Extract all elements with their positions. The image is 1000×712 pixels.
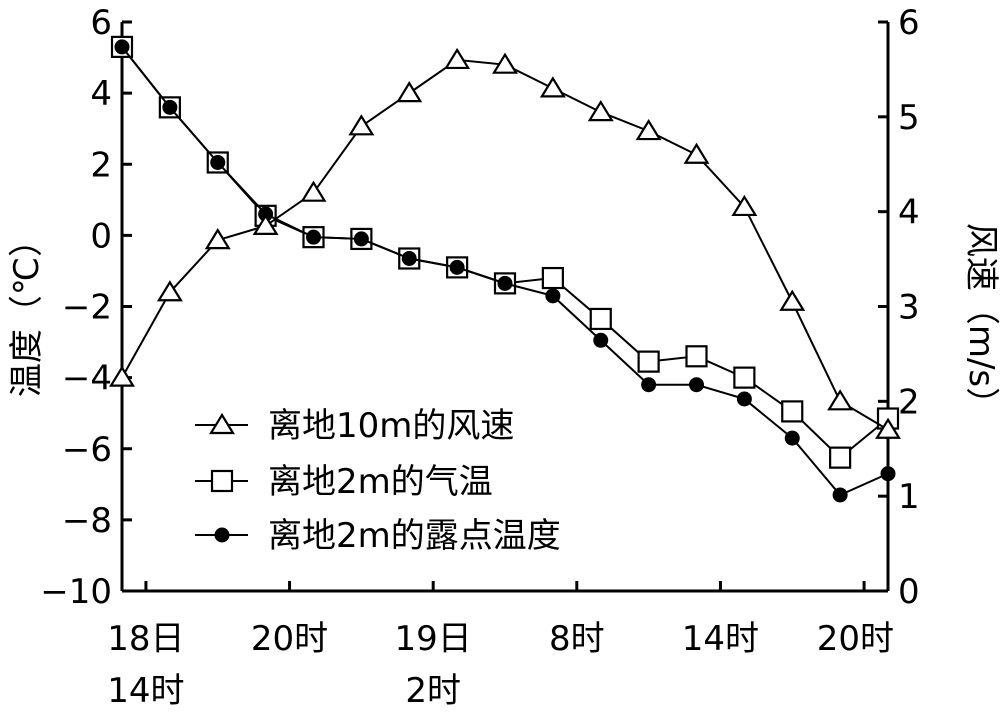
triangle-marker — [209, 412, 235, 435]
x-tick-label: 2时 — [405, 671, 461, 711]
right-tick-label: 5 — [898, 98, 920, 138]
left-tick-label: −2 — [62, 288, 112, 328]
series-line-triangle — [121, 58, 889, 431]
left-tick-label: −4 — [62, 359, 112, 399]
x-tick-label: 19日 — [395, 619, 472, 659]
right-tick-label: 6 — [898, 3, 920, 43]
circle-marker — [689, 377, 704, 393]
square-marker — [637, 350, 660, 373]
right-axis-title: 风速（m/s） — [961, 223, 1000, 421]
right-tick-label: 2 — [898, 382, 920, 422]
x-tick-label: 8时 — [549, 619, 605, 659]
right-tick-label: 1 — [898, 477, 920, 517]
square-marker — [733, 366, 756, 389]
left-tick-label: 6 — [90, 3, 112, 43]
right-tick-label: 0 — [898, 572, 920, 612]
square-marker — [210, 469, 234, 493]
legend-label: 离地2m的露点温度 — [268, 516, 561, 556]
right-tick-label: 4 — [898, 193, 920, 233]
square-marker — [781, 400, 804, 423]
x-tick-label: 20时 — [251, 619, 328, 659]
circle-marker — [497, 275, 513, 291]
left-tick-label: −8 — [62, 501, 112, 541]
circle-marker — [353, 231, 369, 247]
circle-marker — [832, 487, 848, 503]
circle-marker — [784, 430, 800, 446]
triangle-marker — [492, 52, 518, 74]
left-tick-label: −10 — [40, 572, 112, 612]
triangle-marker — [300, 180, 327, 202]
x-tick-label: 14时 — [682, 619, 759, 659]
triangle-marker — [539, 76, 566, 98]
triangle-marker — [827, 389, 854, 411]
left-tick-label: −6 — [62, 430, 112, 470]
triangle-marker — [156, 280, 183, 302]
left-axis-title: 温度（℃） — [7, 223, 47, 397]
square-marker — [541, 266, 564, 290]
series-filled-circle — [114, 39, 896, 503]
series-triangle — [109, 47, 901, 439]
left-tick-label: 2 — [90, 145, 112, 185]
circle-marker — [545, 288, 561, 304]
triangle-marker — [635, 118, 662, 141]
triangle-marker — [875, 417, 901, 439]
circle-marker — [736, 391, 752, 407]
triangle-marker — [731, 194, 758, 217]
x-tick-label: 20时 — [817, 619, 894, 659]
triangle-marker — [109, 365, 135, 387]
circle-marker — [162, 99, 178, 115]
circle-marker — [306, 229, 321, 245]
series-layer — [109, 35, 901, 503]
series-line-square — [121, 46, 889, 459]
circle-marker — [641, 377, 657, 393]
circle-marker — [449, 259, 465, 275]
circle-marker — [114, 39, 130, 55]
circle-marker — [401, 250, 417, 266]
triangle-marker — [348, 114, 375, 136]
left-tick-label: 4 — [90, 74, 112, 114]
left-tick-label: 0 — [90, 216, 112, 256]
triangle-marker — [204, 228, 231, 250]
x-tick-label: 14时 — [107, 671, 184, 711]
legend-label: 离地2m的气温 — [268, 462, 493, 502]
square-marker — [685, 345, 708, 368]
triangle-marker — [779, 289, 806, 311]
circle-marker — [593, 332, 609, 348]
circle-marker — [880, 466, 896, 482]
series-square — [110, 35, 900, 469]
triangle-marker — [683, 142, 710, 164]
triangle-marker — [396, 81, 423, 103]
legend-label: 离地10m的风速 — [268, 406, 514, 446]
x-tick-label: 18日 — [107, 619, 184, 659]
square-marker — [829, 446, 852, 469]
triangle-marker — [587, 99, 614, 122]
axes: −10 −8 −6 −4 −2 0 2 4 6 0 1 2 3 4 5 6 18日 14时 20时 19日 2时 8时 14… — [40, 3, 919, 711]
circle-marker — [210, 154, 226, 170]
circle-marker — [214, 527, 230, 543]
square-marker — [589, 307, 612, 331]
right-tick-label: 3 — [898, 288, 920, 328]
triangle-marker — [444, 47, 471, 70]
triangle-marker — [252, 213, 279, 235]
